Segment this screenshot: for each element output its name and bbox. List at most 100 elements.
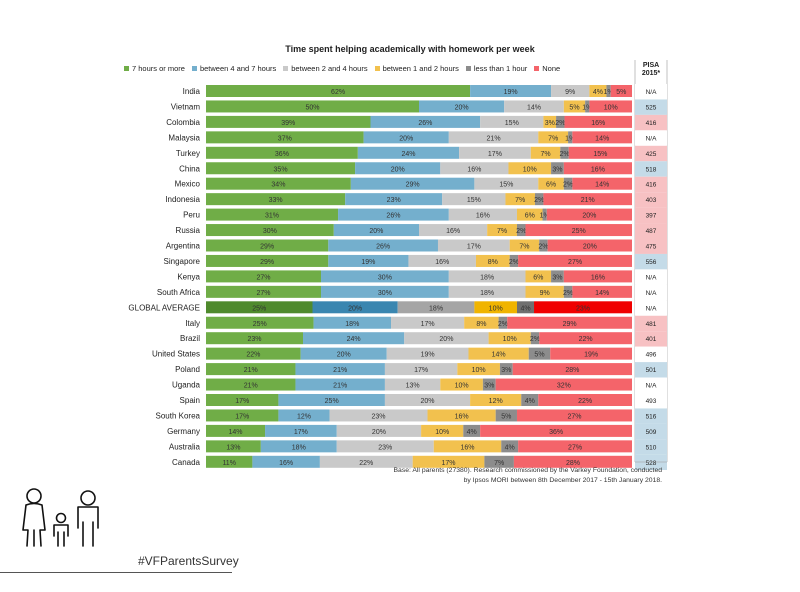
bar-segment [300,347,387,360]
data-label: 11% [222,460,236,467]
bar-segment [509,239,540,252]
data-label: 1% [582,104,592,111]
bar-segment [206,208,339,221]
data-label: 3% [545,120,555,127]
legend-label: between 1 and 2 hours [382,64,459,73]
bar-segment [563,100,586,113]
pisa-score: 416 [646,120,657,127]
data-label: 14% [595,182,609,189]
bar-segment [397,301,475,314]
bar-segment [551,85,590,97]
bar-segment [206,394,279,406]
data-label: 21% [333,367,347,374]
data-label: 17% [467,244,481,251]
data-label: 32% [557,383,571,390]
bar-segment [459,146,531,159]
bar-segment [278,409,330,422]
pisa-score: N/A [646,290,658,297]
data-label: 4% [593,89,603,96]
bar-segment [442,193,506,206]
bar-segment [448,270,526,283]
data-label: 1% [604,89,614,96]
bar-segment [550,347,632,360]
data-label: 20% [399,135,413,142]
bar-segment [499,363,513,376]
bar-segment [206,131,364,144]
data-label: 17% [235,398,249,405]
data-label: 6% [546,182,556,189]
pisa-cell [635,223,667,239]
bar-segment [572,131,632,144]
bar-segment [530,332,540,345]
bar-segment [538,394,632,406]
bar-segment [206,177,351,190]
data-label: 4% [525,398,535,405]
data-label: 36% [549,429,563,436]
bar-segment [419,224,488,237]
data-label: 27% [257,274,271,281]
footnote-line2: by Ipsos MORI between 8th December 2017 … [463,477,662,484]
legend-swatch [374,66,380,71]
data-label: 16% [591,274,605,281]
bar-segment [572,177,632,190]
bar-segment [463,424,481,437]
data-label: 7% [519,244,529,251]
bar-segment [206,193,346,206]
pisa-score: 518 [646,166,657,173]
data-label: 7% [494,460,504,467]
bar-segment [546,208,632,221]
category-label: India [183,87,201,96]
data-label: 18% [345,321,359,328]
bar-segment [206,270,322,283]
data-label: 19% [504,89,518,96]
bar-segment [572,285,632,298]
bar-segment [260,440,337,453]
data-label: 14% [595,135,609,142]
bar-segment [508,162,552,175]
pisa-cell [635,161,667,177]
data-label: 15% [467,197,481,204]
data-label: 50% [305,104,319,111]
bar-segment [543,115,557,128]
bar-segment [563,177,573,190]
bar-segment [206,239,329,252]
bar-segment [538,177,564,190]
data-label: 20% [455,104,469,111]
bar-segment [278,394,385,406]
bar-segment [321,270,449,283]
data-label: 3% [484,383,494,390]
category-label: South Korea [156,411,201,420]
bar-segment [487,224,517,237]
data-label: 27% [567,413,581,420]
data-label: 6% [525,213,535,220]
bar-segment [534,301,632,314]
data-label: 16% [476,213,490,220]
bar-segment [206,455,253,468]
bar-segment [538,131,569,144]
pisa-cell [635,238,667,254]
pisa-header: PISA 2015* [636,62,666,78]
bar-segment [480,424,632,437]
data-label: 13% [226,444,240,451]
category-label: Peru [183,211,200,220]
data-label: 2% [516,228,526,235]
bar-segment [433,440,502,453]
data-label: 10% [435,429,449,436]
data-label: 21% [487,135,501,142]
bar-segment [518,440,632,453]
pisa-score: 501 [646,367,657,374]
legend-label: less than 1 hour [473,64,528,73]
bar-segment [464,316,499,329]
category-label: Brazil [180,334,200,343]
data-label: 12% [489,398,503,405]
pisa-score: 487 [646,228,657,235]
data-label: 16% [591,166,605,173]
bar-segment [265,424,337,437]
data-label: 17% [421,321,435,328]
category-label: Indonesia [165,195,200,204]
data-label: 28% [566,460,580,467]
bar-segment [516,208,543,221]
bar-segment [427,409,496,422]
pisa-score: N/A [646,305,658,312]
